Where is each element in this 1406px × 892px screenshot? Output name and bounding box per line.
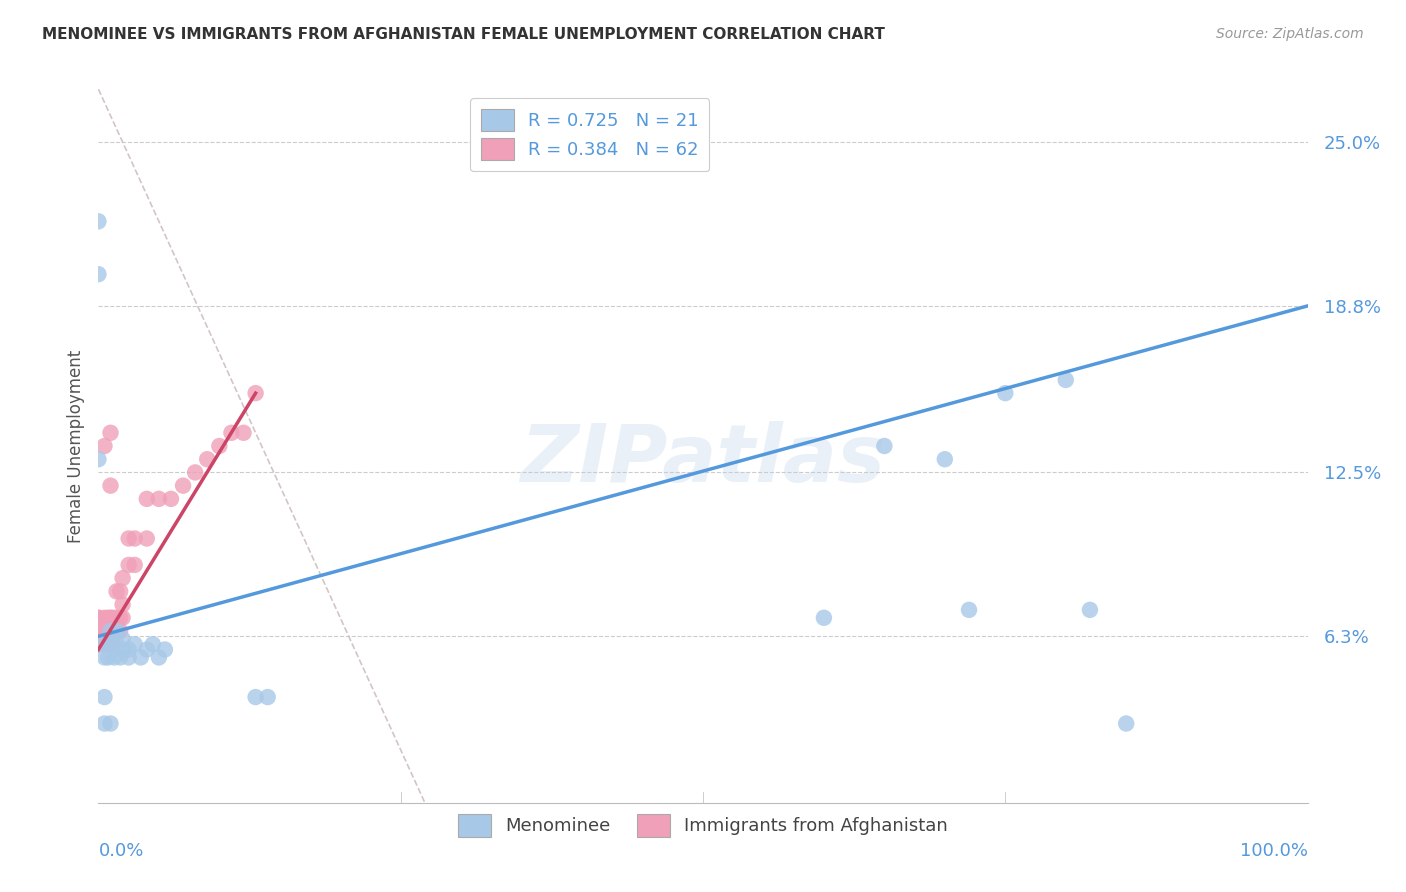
Point bbox=[93, 716, 115, 731]
Point bbox=[124, 558, 146, 572]
Point bbox=[108, 624, 131, 638]
Point bbox=[813, 611, 835, 625]
Point bbox=[93, 611, 115, 625]
Point bbox=[87, 637, 110, 651]
Point bbox=[135, 642, 157, 657]
Point bbox=[934, 452, 956, 467]
Point bbox=[87, 452, 110, 467]
Point bbox=[87, 624, 110, 638]
Point bbox=[87, 624, 110, 638]
Point bbox=[105, 584, 128, 599]
Point bbox=[100, 425, 122, 440]
Point bbox=[153, 642, 176, 657]
Point bbox=[87, 624, 110, 638]
Point bbox=[97, 637, 120, 651]
Point bbox=[129, 650, 152, 665]
Point bbox=[93, 650, 115, 665]
Text: 0.0%: 0.0% bbox=[98, 842, 143, 861]
Point bbox=[160, 491, 183, 506]
Point bbox=[87, 637, 110, 651]
Point bbox=[118, 558, 141, 572]
Point bbox=[105, 624, 128, 638]
Text: MENOMINEE VS IMMIGRANTS FROM AFGHANISTAN FEMALE UNEMPLOYMENT CORRELATION CHART: MENOMINEE VS IMMIGRANTS FROM AFGHANISTAN… bbox=[42, 27, 884, 42]
Point bbox=[245, 386, 267, 401]
Point bbox=[87, 267, 110, 281]
Point bbox=[172, 478, 194, 492]
Point bbox=[118, 532, 141, 546]
Point bbox=[93, 624, 115, 638]
Point bbox=[208, 439, 231, 453]
Point bbox=[135, 532, 157, 546]
Point bbox=[108, 611, 131, 625]
Point bbox=[87, 624, 110, 638]
Point bbox=[111, 632, 134, 646]
Point bbox=[100, 611, 122, 625]
Point bbox=[108, 584, 131, 599]
Point bbox=[957, 603, 980, 617]
Point bbox=[93, 439, 115, 453]
Point bbox=[87, 214, 110, 228]
Point bbox=[256, 690, 278, 704]
Point bbox=[97, 624, 120, 638]
Point bbox=[1078, 603, 1101, 617]
Point bbox=[124, 532, 146, 546]
Point bbox=[87, 624, 110, 638]
Point bbox=[87, 637, 110, 651]
Point bbox=[97, 624, 120, 638]
Point bbox=[232, 425, 254, 440]
Point bbox=[184, 466, 207, 480]
Point bbox=[142, 637, 165, 651]
Point bbox=[100, 478, 122, 492]
Point bbox=[105, 624, 128, 638]
Point bbox=[118, 642, 141, 657]
Point bbox=[1054, 373, 1077, 387]
Point bbox=[873, 439, 896, 453]
Point bbox=[93, 637, 115, 651]
Point bbox=[100, 624, 122, 638]
Point bbox=[97, 650, 120, 665]
Point bbox=[118, 650, 141, 665]
Point bbox=[100, 716, 122, 731]
Point bbox=[148, 650, 170, 665]
Point bbox=[101, 611, 124, 625]
Point bbox=[105, 637, 128, 651]
Point bbox=[105, 611, 128, 625]
Point bbox=[87, 611, 110, 625]
Point bbox=[93, 690, 115, 704]
Point bbox=[994, 386, 1017, 401]
Point bbox=[108, 650, 131, 665]
Point bbox=[100, 637, 122, 651]
Point bbox=[101, 637, 124, 651]
Point bbox=[1115, 716, 1137, 731]
Legend: Menominee, Immigrants from Afghanistan: Menominee, Immigrants from Afghanistan bbox=[451, 807, 955, 844]
Point bbox=[245, 690, 267, 704]
Point bbox=[97, 611, 120, 625]
Point bbox=[103, 650, 125, 665]
Point bbox=[124, 637, 146, 651]
Y-axis label: Female Unemployment: Female Unemployment bbox=[66, 350, 84, 542]
Point bbox=[111, 611, 134, 625]
Point bbox=[100, 624, 122, 638]
Point bbox=[93, 637, 115, 651]
Point bbox=[100, 637, 122, 651]
Point bbox=[100, 624, 122, 638]
Point bbox=[221, 425, 243, 440]
Text: ZIPatlas: ZIPatlas bbox=[520, 421, 886, 500]
Point bbox=[93, 637, 115, 651]
Point bbox=[195, 452, 218, 467]
Text: 100.0%: 100.0% bbox=[1240, 842, 1308, 861]
Point bbox=[93, 624, 115, 638]
Text: Source: ZipAtlas.com: Source: ZipAtlas.com bbox=[1216, 27, 1364, 41]
Point bbox=[100, 624, 122, 638]
Point bbox=[148, 491, 170, 506]
Point bbox=[105, 624, 128, 638]
Point bbox=[87, 611, 110, 625]
Point bbox=[111, 598, 134, 612]
Point bbox=[111, 642, 134, 657]
Point bbox=[135, 491, 157, 506]
Point bbox=[101, 624, 124, 638]
Point bbox=[111, 571, 134, 585]
